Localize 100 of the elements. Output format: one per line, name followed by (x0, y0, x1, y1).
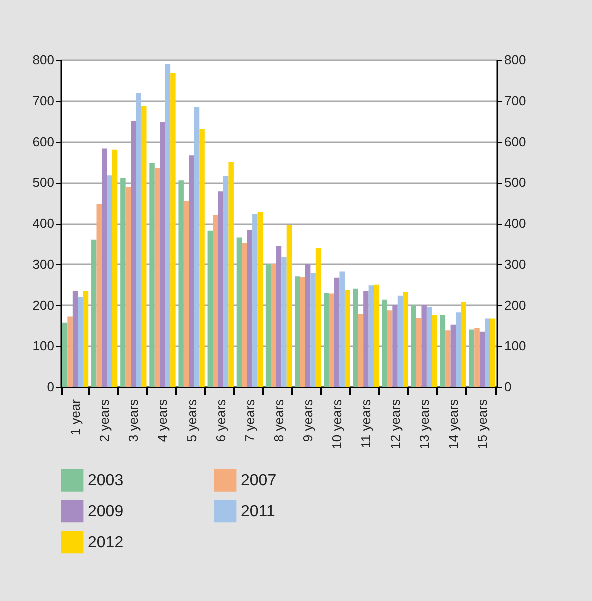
y-tick-label: 700 (32, 93, 54, 108)
bar (300, 277, 306, 387)
y2-tick-label: 500 (504, 175, 526, 190)
bar (242, 243, 248, 387)
bar (83, 290, 89, 387)
bar (165, 64, 171, 387)
bar (368, 286, 374, 387)
bar (461, 302, 466, 387)
bar (422, 305, 427, 387)
bar (411, 305, 416, 387)
bar (334, 278, 340, 387)
bar (112, 150, 118, 387)
bar (131, 121, 136, 387)
x-tick-label: 5 years (184, 399, 200, 442)
bar (62, 322, 68, 387)
bar (266, 264, 272, 387)
bar (78, 297, 84, 387)
bar (276, 246, 282, 387)
bar (374, 284, 380, 387)
bar (353, 288, 358, 387)
x-tick-label: 15 years (474, 399, 490, 450)
bar (102, 148, 108, 387)
y-tick-label: 800 (32, 52, 54, 68)
bar (271, 264, 276, 387)
bar (228, 162, 234, 387)
bar (96, 204, 102, 387)
y-tick-label: 400 (32, 216, 54, 231)
bar (305, 264, 311, 387)
bar (416, 318, 422, 387)
bar (258, 212, 264, 387)
bar (450, 324, 456, 387)
bar (218, 192, 224, 387)
bar (154, 168, 160, 387)
bar (72, 290, 78, 387)
bar (403, 292, 408, 387)
bar (223, 176, 229, 387)
bar (324, 292, 330, 387)
legend-label: 2007 (241, 472, 277, 490)
bar (344, 290, 350, 387)
y-tick-label: 100 (32, 338, 54, 354)
bar (252, 214, 258, 387)
bar (392, 305, 398, 387)
bar (358, 314, 364, 387)
bar (178, 180, 184, 387)
x-tick-label: 7 years (242, 399, 258, 442)
bar (92, 240, 97, 387)
y2-tick-label: 700 (504, 93, 526, 108)
bar (194, 107, 200, 387)
x-tick-label: 11 years (358, 399, 374, 448)
bar (107, 176, 112, 387)
y-tick-label: 0 (47, 380, 54, 394)
y-tick-label: 600 (32, 134, 54, 150)
bar (316, 248, 322, 387)
bar (120, 178, 126, 387)
bar (136, 94, 142, 387)
bar (170, 73, 176, 387)
bar (310, 273, 316, 387)
bar (474, 328, 480, 387)
y2-tick-label: 100 (504, 338, 526, 354)
bar (142, 106, 147, 387)
y2-tick-label: 300 (504, 256, 526, 272)
bar (160, 122, 166, 387)
x-tick-label: 8 years (272, 399, 286, 442)
x-tick-label: 2 years (97, 399, 112, 442)
bar (432, 315, 438, 387)
x-tick-label: 12 years (388, 399, 403, 450)
legend-label: 2012 (88, 534, 124, 552)
bar (387, 310, 393, 387)
bar (247, 230, 253, 387)
bar (208, 230, 214, 387)
bar (469, 330, 475, 387)
x-tick-label: 14 years (446, 399, 461, 450)
x-tick-label: 9 years (300, 399, 316, 442)
bar (440, 315, 446, 387)
bar (485, 318, 490, 387)
bar (68, 316, 73, 387)
legend-label: 2003 (88, 472, 124, 490)
bar (189, 156, 194, 387)
bar (446, 330, 451, 387)
x-tick-label: 10 years (330, 399, 345, 450)
x-tick-label: 6 years (213, 399, 228, 442)
x-tick-label: 4 years (155, 399, 170, 442)
legend-label: 2009 (88, 504, 124, 520)
x-tick-label: 1 year (68, 398, 84, 436)
y2-tick-label: 800 (504, 52, 526, 68)
bar (426, 307, 432, 387)
x-tick-label: 3 years (126, 399, 142, 442)
bar (286, 226, 292, 387)
y-tick-label: 500 (32, 175, 54, 190)
bar (329, 294, 335, 387)
bar (200, 129, 205, 387)
bar (294, 276, 300, 387)
bar (456, 312, 462, 387)
bar (184, 201, 190, 387)
bar (364, 290, 369, 387)
y2-tick-label: 200 (504, 298, 526, 313)
x-tick-label: 13 years (416, 399, 432, 450)
y2-tick-label: 0 (504, 380, 512, 394)
y2-tick-label: 600 (504, 134, 526, 150)
legend-label: 2011 (241, 504, 276, 520)
